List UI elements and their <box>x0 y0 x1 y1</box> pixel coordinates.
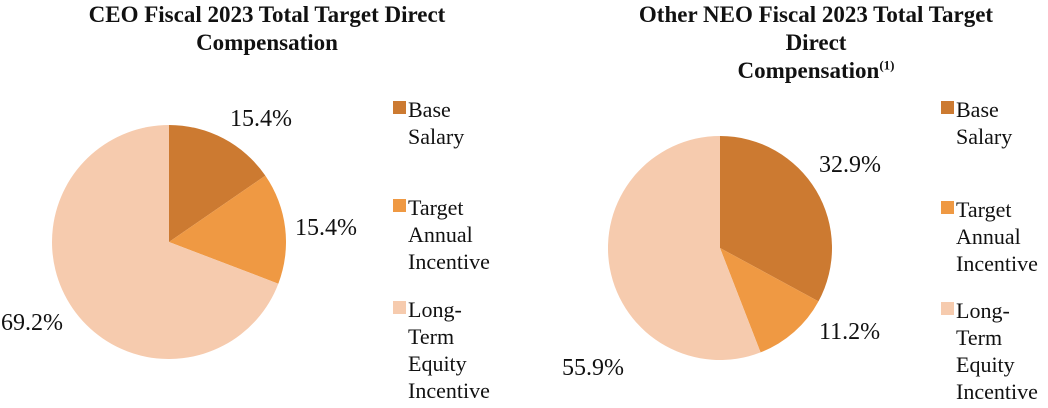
ceo-pie <box>52 125 286 359</box>
title-line: Direct <box>785 30 847 55</box>
legend-item-target-annual-incentive: Target Annual Incentive <box>393 194 490 275</box>
pie-slice-target-annual-incentive <box>720 248 819 353</box>
legend-label: Long- Term Equity Incentive <box>956 298 1038 404</box>
title-line: CEO Fiscal 2023 Total Target Direct <box>88 2 446 27</box>
legend-item-long-term-equity-incentive: Long- Term Equity Incentive <box>393 296 490 404</box>
title-line: Other NEO Fiscal 2023 Total Target <box>638 2 994 27</box>
pie-slice-long-term-equity-incentive <box>608 136 761 360</box>
legend-item-long-term-equity-incentive: Long- Term Equity Incentive <box>941 297 1038 405</box>
pie-slice-base-salary <box>169 125 266 242</box>
pie-slice-base-salary <box>720 136 832 302</box>
pie-label-base-salary: 15.4% <box>230 106 292 132</box>
legend-label: Long- Term Equity Incentive <box>408 297 490 403</box>
legend-swatch-base-salary <box>941 101 954 114</box>
legend-item-target-annual-incentive: Target Annual Incentive <box>941 196 1038 277</box>
title-line: Compensation <box>196 30 338 55</box>
legend-swatch-long-term-equity-incentive <box>941 302 954 315</box>
pie-slice-target-annual-incentive <box>169 175 286 284</box>
pie-label-target-annual-incentive: 11.2% <box>819 319 881 345</box>
other-neo-pie <box>608 136 832 360</box>
pie-slice-long-term-equity-incentive <box>52 125 279 359</box>
legend-swatch-long-term-equity-incentive <box>393 301 406 314</box>
pie-label-base-salary: 32.9% <box>819 152 881 178</box>
legend-label: Target Annual Incentive <box>408 195 490 274</box>
legend-swatch-target-annual-incentive <box>393 199 406 212</box>
legend-swatch-target-annual-incentive <box>941 201 954 214</box>
other-neo-chart-title: Other NEO Fiscal 2023 Total Target Direct… <box>574 1 1048 85</box>
title-line: Compensation <box>737 58 880 83</box>
pie-label-long-term-equity-incentive: 55.9% <box>562 355 624 381</box>
pie-label-long-term-equity-incentive: 69.2% <box>1 310 63 336</box>
pie-label-target-annual-incentive: 15.4% <box>295 215 357 241</box>
legend-label: Base Salary <box>956 97 1013 149</box>
ceo-chart-title: CEO Fiscal 2023 Total Target Direct Compe… <box>20 1 514 57</box>
legend-item-base-salary: Base Salary <box>393 96 464 150</box>
legend-swatch-base-salary <box>393 101 406 114</box>
legend-label: Target Annual Incentive <box>956 197 1038 276</box>
legend-item-base-salary: Base Salary <box>941 96 1012 150</box>
title-footnote-marker: (1) <box>879 57 895 73</box>
legend-label: Base Salary <box>408 97 465 149</box>
